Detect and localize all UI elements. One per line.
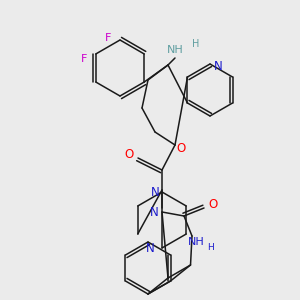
- Text: N: N: [150, 206, 158, 218]
- Text: NH: NH: [167, 45, 183, 55]
- Text: NH: NH: [188, 237, 204, 247]
- Text: N: N: [151, 185, 159, 199]
- Text: N: N: [214, 59, 222, 73]
- Text: H: H: [207, 244, 213, 253]
- Text: O: O: [176, 142, 186, 155]
- Text: N: N: [146, 242, 154, 254]
- Text: O: O: [124, 148, 134, 161]
- Text: F: F: [81, 54, 87, 64]
- Text: O: O: [208, 199, 217, 212]
- Text: F: F: [105, 33, 111, 43]
- Text: H: H: [192, 39, 200, 49]
